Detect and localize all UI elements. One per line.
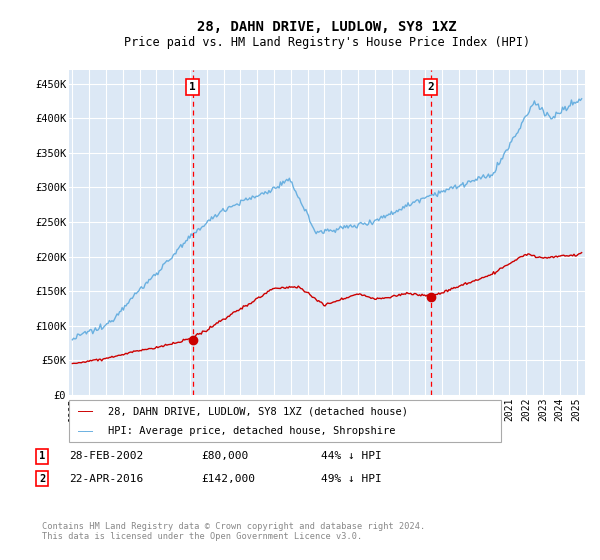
Text: 28-FEB-2002: 28-FEB-2002 — [69, 451, 143, 461]
Text: £80,000: £80,000 — [201, 451, 248, 461]
Text: ——: —— — [78, 424, 93, 438]
Text: 22-APR-2016: 22-APR-2016 — [69, 474, 143, 484]
Text: 1: 1 — [189, 82, 196, 92]
Text: 2: 2 — [39, 474, 45, 484]
Text: £142,000: £142,000 — [201, 474, 255, 484]
Text: ——: —— — [78, 405, 93, 418]
Text: 1: 1 — [39, 451, 45, 461]
Text: Price paid vs. HM Land Registry's House Price Index (HPI): Price paid vs. HM Land Registry's House … — [124, 36, 530, 49]
Text: 49% ↓ HPI: 49% ↓ HPI — [321, 474, 382, 484]
Text: Contains HM Land Registry data © Crown copyright and database right 2024.
This d: Contains HM Land Registry data © Crown c… — [42, 522, 425, 542]
Text: 28, DAHN DRIVE, LUDLOW, SY8 1XZ: 28, DAHN DRIVE, LUDLOW, SY8 1XZ — [197, 20, 457, 34]
Text: 44% ↓ HPI: 44% ↓ HPI — [321, 451, 382, 461]
Text: 2: 2 — [427, 82, 434, 92]
Text: 28, DAHN DRIVE, LUDLOW, SY8 1XZ (detached house): 28, DAHN DRIVE, LUDLOW, SY8 1XZ (detache… — [108, 407, 408, 417]
Text: HPI: Average price, detached house, Shropshire: HPI: Average price, detached house, Shro… — [108, 426, 395, 436]
